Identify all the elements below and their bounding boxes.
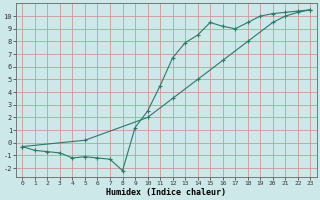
X-axis label: Humidex (Indice chaleur): Humidex (Indice chaleur) (106, 188, 226, 197)
